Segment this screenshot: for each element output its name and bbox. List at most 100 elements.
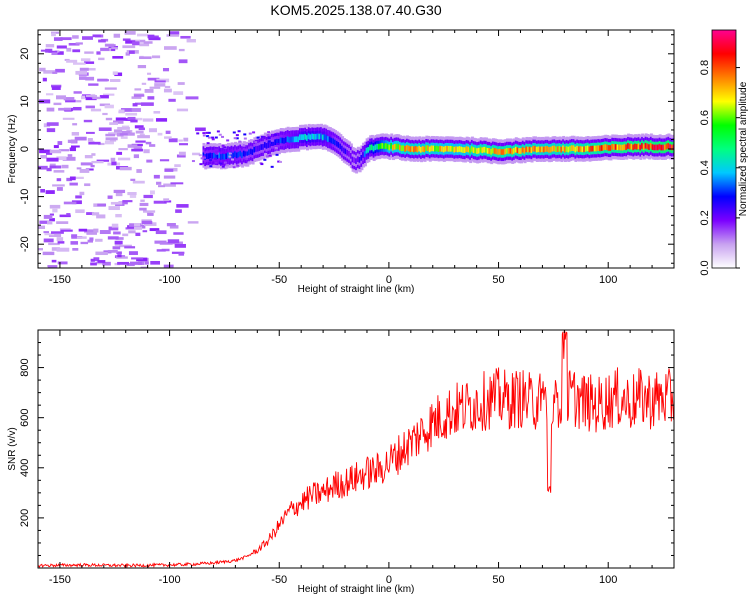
spectrogram-ridge-cell (404, 146, 408, 152)
spectrogram-ridge-cell (427, 145, 431, 152)
spectrogram-ridge-cell (646, 143, 650, 150)
spectrogram-noise-cell (87, 239, 94, 243)
spec-x-tick-label: -100 (159, 274, 181, 286)
spectrogram-noise-cell (119, 244, 132, 248)
spectrogram-ridge-cell (214, 153, 218, 159)
spectrogram-ridge-cell (477, 147, 481, 154)
spectrogram-noise-cell (92, 34, 101, 38)
spec-y-tick-label: 10 (19, 95, 31, 107)
spectrogram-ridge-cell (621, 144, 625, 151)
spectrogram-noise-cell (174, 164, 181, 168)
spectrogram-ridge-cell (463, 147, 467, 153)
spectrogram-ridge-cell (320, 133, 324, 140)
spectrogram-noise-cell (79, 67, 89, 71)
spectrogram-noise-cell (143, 149, 150, 154)
spectrogram-ridge-cell (313, 133, 317, 140)
spectrogram-noise-cell (178, 151, 186, 156)
spectrogram-speckle-cell (248, 132, 252, 135)
spectrogram-noise-cell (127, 192, 137, 196)
spectrogram-ridge-cell (583, 146, 587, 153)
spectrogram-noise-cell (140, 102, 154, 106)
colorbar-tick-label: 0.0 (699, 260, 711, 275)
spectrogram-speckle-cell (214, 157, 218, 160)
spectrogram-ridge-cell (341, 145, 345, 152)
spectrogram-ridge-cell (579, 146, 583, 152)
spectrogram-noise-cell (176, 154, 186, 158)
spectrogram-noise-cell (38, 225, 46, 230)
spectrogram-noise-cell (107, 195, 113, 199)
spectrogram-ridge-cell (360, 154, 364, 161)
spectrogram-noise-cell (48, 50, 58, 53)
spectrogram-noise-cell (79, 168, 90, 173)
spectrogram-noise-cell (144, 88, 154, 93)
spectrogram-ridge-cell (290, 136, 294, 143)
spectrogram-noise-cell (45, 93, 54, 96)
spectrogram-ridge-cell (344, 148, 348, 155)
spectrogram-noise-cell (55, 95, 67, 100)
spectrogram-noise-cell (98, 57, 105, 61)
spectrogram-ridge-cell (520, 148, 524, 154)
spectrogram-noise-cell (139, 39, 146, 43)
spectrogram-ridge-cell (395, 143, 399, 150)
spectrogram-ridge-cell (234, 151, 238, 158)
spectrogram-ridge-cell (613, 144, 617, 150)
spectrogram-ridge-cell (420, 146, 424, 153)
spectrogram-speckle-cell (276, 142, 280, 145)
spectrogram-noise-cell (180, 35, 191, 39)
spectrogram-ridge-cell (525, 146, 529, 153)
spectrogram-noise-cell (142, 118, 154, 122)
spectrogram-ridge-cell (630, 143, 634, 150)
spectrogram-ridge-cell (323, 134, 327, 140)
spectrogram-noise-cell (122, 38, 131, 41)
spectrogram-noise-cell (53, 145, 59, 149)
spectrogram-noise-cell (56, 178, 62, 182)
spectrogram-speckle-cell (209, 159, 213, 162)
spectrogram-noise-cell (60, 37, 72, 41)
spectrogram-ridge-cell (374, 144, 378, 151)
spectrogram-speckle-cell (224, 162, 228, 165)
snr-y-tick-label: 600 (19, 409, 31, 427)
spectrogram-noise-cell (164, 168, 174, 172)
spectrogram-speckle-cell (232, 166, 236, 169)
spectrogram-ridge-cell (437, 146, 441, 152)
spectrogram-noise-cell (48, 233, 62, 238)
spectrogram-ridge-cell (390, 143, 394, 149)
spectrogram-noise-cell (153, 174, 160, 179)
spectrogram-ridge-cell (370, 144, 374, 151)
spectrogram-ridge-cell (432, 145, 436, 152)
spectrogram-noise-cell (162, 67, 170, 72)
spectrogram-speckle-cell (270, 143, 274, 146)
spectrogram-noise-cell (84, 183, 91, 187)
spectrogram-noise-cell (112, 120, 124, 124)
spectrogram-ridge-cell (281, 137, 285, 144)
spectrogram-ridge-cell (293, 136, 297, 143)
spectrogram-ridge-cell (586, 145, 590, 152)
spectrogram-noise-cell (43, 214, 53, 219)
spectrogram-noise-cell (43, 238, 54, 243)
spectrogram-noise-cell (141, 221, 153, 225)
spectrogram-speckle-cell (205, 131, 209, 134)
spectrogram-noise-cell (78, 76, 87, 80)
spectrogram-ridge-cell (435, 145, 439, 152)
spectrogram-noise-cell (45, 44, 55, 48)
spectrogram-speckle-cell (267, 131, 271, 134)
spectrogram-noise-cell (111, 47, 118, 50)
spectrogram-ridge-cell (535, 146, 539, 153)
spectrogram-ridge-cell (644, 142, 648, 149)
spectrogram-noise-cell (46, 128, 56, 133)
spectrogram-ridge-cell (328, 136, 332, 143)
spectrogram-noise-cell (166, 34, 180, 37)
spectrogram-ridge-cell (604, 144, 608, 150)
spec-x-tick-label: 100 (599, 274, 617, 286)
spectrogram-noise-cell (62, 156, 76, 161)
spectrogram-speckle-cell (277, 160, 281, 163)
spectrogram-ridge-cell (409, 146, 413, 153)
snr-y-tick-label: 200 (19, 509, 31, 527)
spectrogram-ridge-cell (455, 146, 459, 153)
spectrogram-noise-cell (90, 108, 102, 112)
spectrogram-ridge-cell (602, 144, 606, 151)
spectrogram-ridge-cell (514, 146, 518, 153)
spectrogram-ridge-cell (530, 147, 534, 153)
spectrogram-noise-cell (66, 177, 73, 182)
spectrogram-noise-cell (134, 226, 142, 230)
